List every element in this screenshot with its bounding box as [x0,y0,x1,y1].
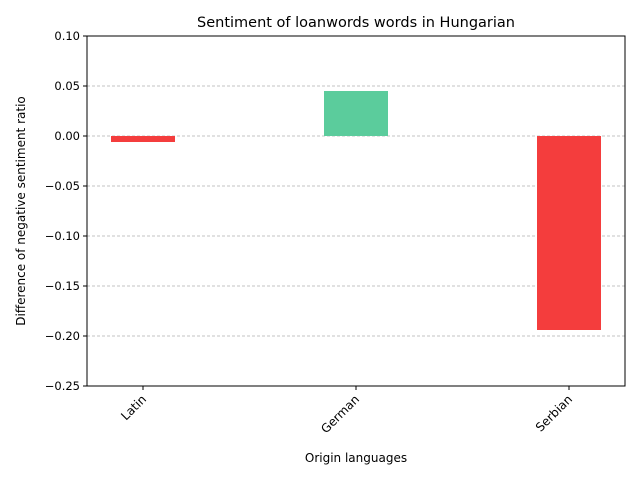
x-axis-label: Origin languages [305,451,407,465]
y-tick-label: −0.05 [45,179,80,193]
x-tick-label: German [318,392,362,436]
bar-latin [111,136,175,142]
y-tick-label: 0.10 [54,29,80,43]
chart-title: Sentiment of loanwords words in Hungaria… [197,15,515,31]
bar-german [324,91,388,136]
y-tick-label: −0.20 [45,329,80,343]
y-tick-label: −0.10 [45,229,80,243]
y-tick-label: −0.15 [45,279,80,293]
x-tick-label: Latin [118,392,149,423]
bars [111,91,601,330]
bar-serbian [537,136,601,330]
x-tick-label: Serbian [533,392,575,434]
y-tick-label: 0.00 [54,129,80,143]
y-axis-label: Difference of negative sentiment ratio [14,96,28,326]
y-tick-label: −0.25 [45,379,80,393]
y-axis: 0.10 0.05 0.00 −0.05 −0.10 −0.15 −0.20 −0.25 [45,29,87,393]
y-tick-label: 0.05 [54,79,80,93]
x-axis: Latin German Serbian [118,386,575,436]
